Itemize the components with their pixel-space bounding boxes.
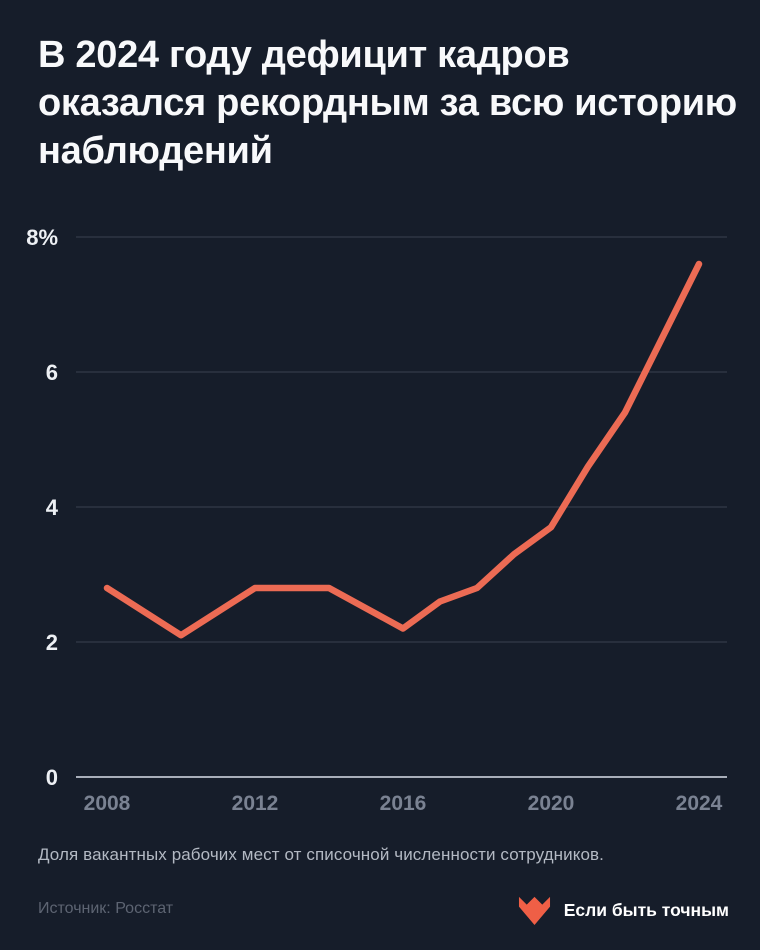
y-tick-label: 8% xyxy=(26,225,58,250)
x-tick-label: 2024 xyxy=(676,792,723,815)
x-tick-label: 2012 xyxy=(232,792,279,815)
source-note: Источник: Росстат xyxy=(38,900,174,917)
y-tick-label: 2 xyxy=(46,630,58,655)
y-tick-label: 4 xyxy=(46,495,59,520)
y-tick-label: 0 xyxy=(46,765,58,790)
chart-caption: Доля вакантных рабочих мест от списочной… xyxy=(38,845,604,864)
brand-name: Если быть точным xyxy=(563,900,729,920)
y-tick-label: 6 xyxy=(46,360,58,385)
x-tick-label: 2020 xyxy=(528,792,575,815)
x-tick-label: 2008 xyxy=(84,792,131,815)
heart-shape xyxy=(518,896,550,926)
chart-title: В 2024 году дефицит кадров оказался реко… xyxy=(38,34,737,172)
data-line xyxy=(103,260,703,639)
brand-logo: Если быть точным xyxy=(517,894,729,927)
x-tick-label: 2016 xyxy=(380,792,427,815)
tochno-heart-icon xyxy=(518,896,550,926)
